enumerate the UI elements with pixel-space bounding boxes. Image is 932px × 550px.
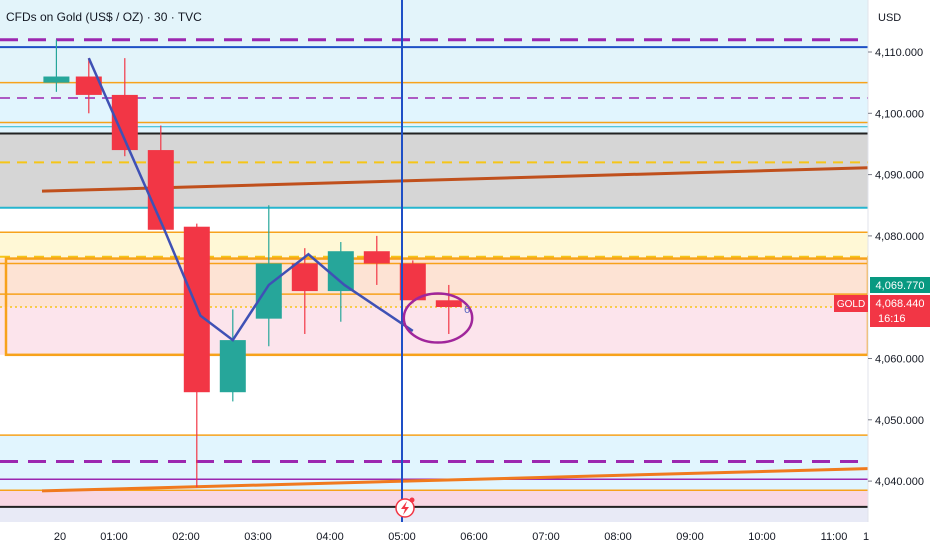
y-tick-label-1: 4,100.000 xyxy=(875,108,924,120)
zone-band-3 xyxy=(0,207,868,233)
candles-layer[interactable] xyxy=(43,39,462,488)
zone-band-6 xyxy=(0,307,868,355)
current-price-text: 4,068.440 xyxy=(876,298,925,310)
overlay-layer: 6 xyxy=(87,0,474,522)
candle-4[interactable] xyxy=(183,223,210,488)
candle-body-10[interactable] xyxy=(399,263,426,301)
last-price-text: 4,069.770 xyxy=(876,280,925,292)
candle-body-8[interactable] xyxy=(327,251,354,292)
x-tick-label-1: 01:00 xyxy=(100,531,128,543)
zone-band-4 xyxy=(0,232,868,259)
highlight-ellipse xyxy=(402,292,474,344)
x-tick-label-4: 04:00 xyxy=(316,531,344,543)
candle-9[interactable] xyxy=(363,235,390,285)
y-tick-label-2: 4,090.000 xyxy=(875,170,924,182)
x-tick-label-7: 07:00 xyxy=(532,531,560,543)
x-tick-label-10: 10:00 xyxy=(748,531,776,543)
zone-band-5 xyxy=(0,258,868,308)
x-tick-label-2: 02:00 xyxy=(172,531,200,543)
price-axis-ticks: 4,110.000 4,100.000 4,090.000 4,080.000 4,06… xyxy=(868,47,924,488)
current-price-tag: GOLD 4,068.440 16:16 xyxy=(834,295,930,327)
y-tick-label-6: 4,040.000 xyxy=(875,476,924,488)
x-tick-label-9: 09:00 xyxy=(676,531,704,543)
zone-band-8 xyxy=(0,490,868,507)
trend-line-0 xyxy=(41,165,907,193)
x-tick-label-0: 20 xyxy=(54,531,66,543)
candle-body-9[interactable] xyxy=(363,251,390,264)
candle-5[interactable] xyxy=(219,309,246,402)
y-tick-label-0: 4,110.000 xyxy=(875,47,923,59)
x-tick-label-6: 06:00 xyxy=(460,531,488,543)
zone-band-9 xyxy=(0,506,868,522)
currency-label[interactable]: USD xyxy=(878,12,902,24)
zone-band-0 xyxy=(0,0,868,98)
annotation-label: 6 xyxy=(464,304,470,316)
x-tick-label-5: 05:00 xyxy=(388,531,416,543)
trend-lines xyxy=(41,165,907,493)
candle-10[interactable] xyxy=(399,260,426,304)
y-tick-label-5: 4,050.000 xyxy=(875,415,924,427)
y-tick-label-3: 4,080.000 xyxy=(875,231,924,243)
zone-layer xyxy=(0,0,868,522)
time-axis-ticks: 20 01:00 02:00 03:00 04:00 05:00 06:00 07:00 08:… xyxy=(54,531,869,543)
candle-body-1[interactable] xyxy=(75,76,102,95)
candle-body-5[interactable] xyxy=(219,340,246,393)
chart-title: CFDs on Gold (US$ / OZ) · 30 · TVC xyxy=(6,10,202,24)
last-price-tag: 4,069.770 xyxy=(870,277,930,293)
candle-body-7[interactable] xyxy=(291,263,318,292)
candle-1[interactable] xyxy=(75,58,102,114)
candle-0[interactable] xyxy=(43,39,70,92)
zone-band-1 xyxy=(0,97,868,134)
lightning-icon[interactable] xyxy=(395,497,415,518)
trend-line-1 xyxy=(41,466,907,493)
y-tick-label-4: 4,060.000 xyxy=(875,354,924,366)
candle-7[interactable] xyxy=(291,248,318,334)
symbol-label: GOLD xyxy=(837,299,865,310)
countdown-text: 16:16 xyxy=(878,313,906,325)
candle-6[interactable] xyxy=(255,205,282,347)
candle-11[interactable] xyxy=(435,284,462,334)
x-tick-label-11: 11:00 xyxy=(821,531,848,543)
x-tick-label-12: 1 xyxy=(863,531,869,543)
path-projection-line xyxy=(87,57,414,342)
level-lines xyxy=(0,38,868,508)
time-axis[interactable] xyxy=(0,522,932,550)
candle-body-0[interactable] xyxy=(43,76,70,83)
candle-3[interactable] xyxy=(147,125,174,230)
candle-body-6[interactable] xyxy=(255,263,282,319)
candle-body-3[interactable] xyxy=(147,150,174,230)
candle-body-11[interactable] xyxy=(435,300,462,308)
x-tick-label-3: 03:00 xyxy=(244,531,272,543)
x-tick-label-8: 08:00 xyxy=(604,531,632,543)
price-axis[interactable] xyxy=(868,0,932,550)
